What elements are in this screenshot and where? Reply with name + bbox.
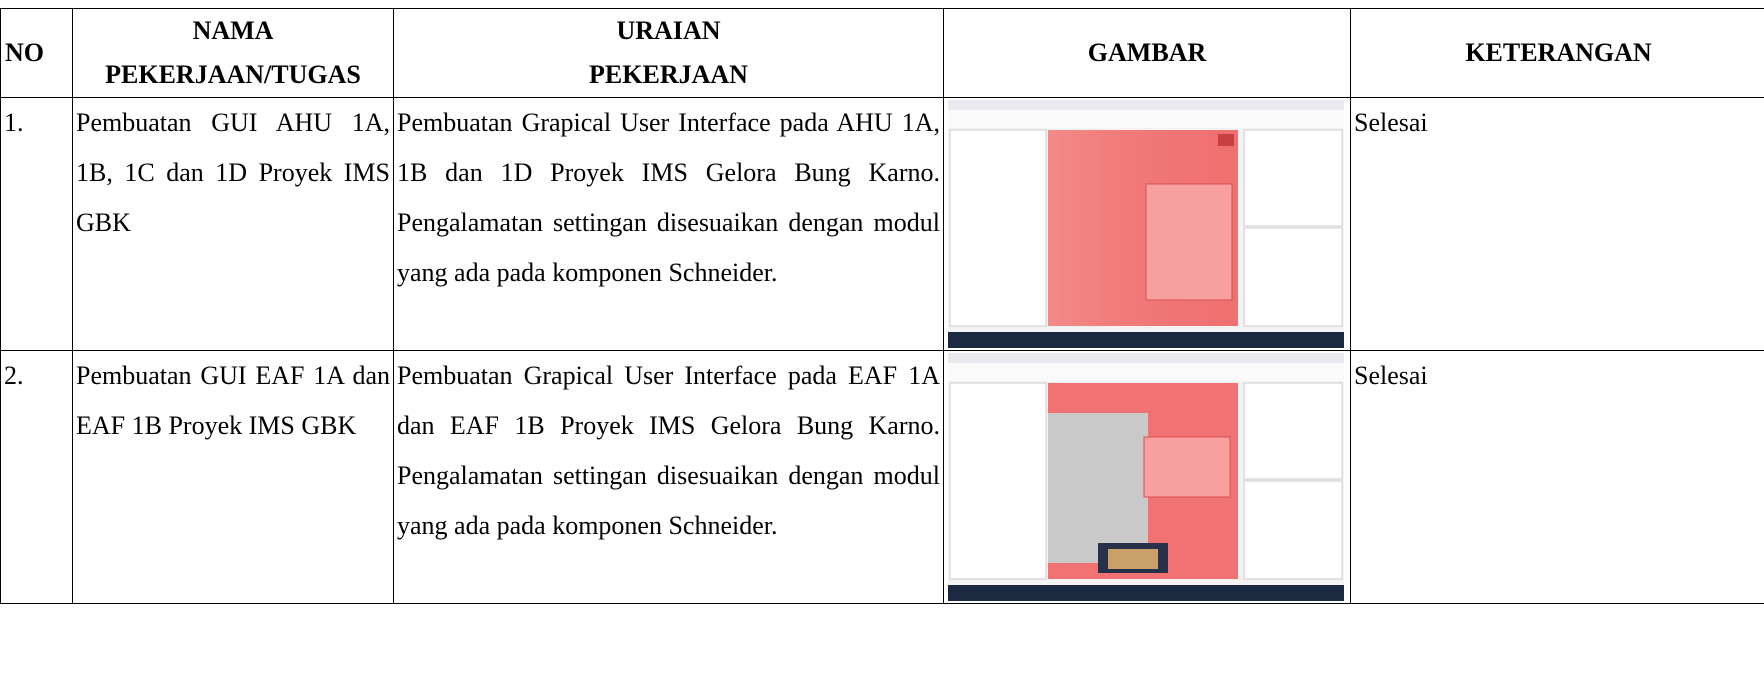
status-cell: Selesai — [1350, 97, 1764, 351]
image-cell — [943, 350, 1351, 604]
header-cell: GAMBAR — [943, 8, 1351, 98]
table-row: 1. Pembuatan GUI AHU 1A, 1B, 1C dan 1D P… — [0, 97, 1764, 351]
status-cell: Selesai — [1350, 350, 1764, 604]
number-cell: 1. — [0, 97, 73, 351]
description-cell: Pembuatan Grapical User Interface pada A… — [393, 97, 944, 351]
header-cell: URAIAN PEKERJAAN — [393, 8, 944, 98]
work-table: NO NAMA PEKERJAAN/TUGAS URAIAN PEKERJAAN… — [0, 8, 1764, 604]
screenshot — [948, 100, 1344, 348]
header-cell: NO — [0, 8, 73, 98]
number-cell: 2. — [0, 350, 73, 604]
task-cell: Pembuatan GUI EAF 1A dan EAF 1B Proyek I… — [72, 350, 394, 604]
screenshot — [948, 353, 1344, 601]
header-cell: KETERANGAN — [1350, 8, 1764, 98]
table-row: 2. Pembuatan GUI EAF 1A dan EAF 1B Proye… — [0, 350, 1764, 604]
header-row: NO NAMA PEKERJAAN/TUGAS URAIAN PEKERJAAN… — [0, 8, 1764, 98]
image-cell — [943, 97, 1351, 351]
task-cell: Pembuatan GUI AHU 1A, 1B, 1C dan 1D Proy… — [72, 97, 394, 351]
description-cell: Pembuatan Grapical User Interface pada E… — [393, 350, 944, 604]
header-cell: NAMA PEKERJAAN/TUGAS — [72, 8, 394, 98]
